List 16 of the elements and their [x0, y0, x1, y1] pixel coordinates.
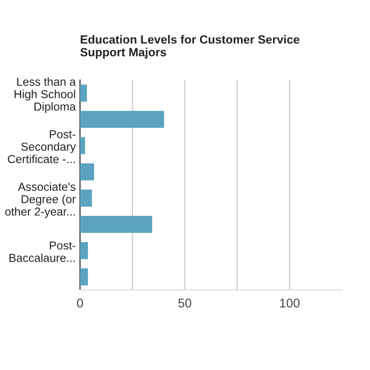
bar [80, 216, 152, 233]
bar [80, 137, 86, 154]
bar [80, 110, 164, 128]
bar [80, 190, 92, 207]
y-tick-label: Post- Secondary Certificate -... [8, 130, 76, 164]
chart-title: Education Levels for Customer Service Support Majors [80, 35, 300, 59]
x-tick-label: 50 [178, 298, 192, 308]
bar [80, 163, 94, 180]
x-tick-label: 0 [77, 298, 83, 308]
y-tick-label: Post- Baccalaure... [10, 242, 76, 262]
y-tick-label: Associate's Degree (or other 2-year... [5, 182, 76, 218]
x-tick-label: 100 [280, 298, 300, 308]
bar [80, 268, 88, 286]
y-tick-label: Less than a High School Diploma [14, 77, 76, 113]
bar [80, 242, 88, 260]
bar [80, 84, 87, 102]
